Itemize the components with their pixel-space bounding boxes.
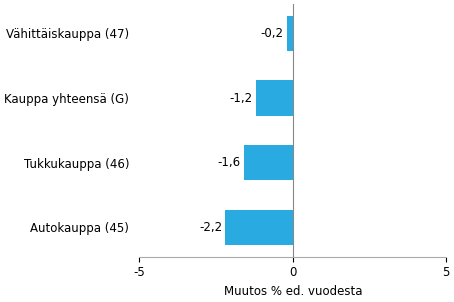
Bar xyxy=(256,80,293,116)
Bar xyxy=(225,210,293,245)
Text: -1,2: -1,2 xyxy=(230,92,253,104)
Text: -1,6: -1,6 xyxy=(217,156,241,169)
Text: -2,2: -2,2 xyxy=(199,221,222,234)
Bar xyxy=(244,145,293,181)
Text: -0,2: -0,2 xyxy=(261,27,284,40)
X-axis label: Muutos % ed. vuodesta: Muutos % ed. vuodesta xyxy=(223,285,362,298)
Bar xyxy=(286,16,293,51)
